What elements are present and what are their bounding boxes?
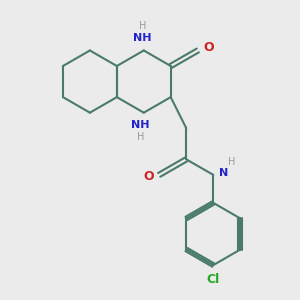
Text: NH: NH (133, 33, 152, 43)
Text: NH: NH (131, 120, 150, 130)
Text: O: O (203, 41, 214, 55)
Text: H: H (228, 157, 236, 167)
Text: O: O (143, 170, 154, 183)
Text: H: H (137, 132, 144, 142)
Text: H: H (139, 21, 146, 31)
Text: N: N (219, 168, 228, 178)
Text: Cl: Cl (207, 273, 220, 286)
